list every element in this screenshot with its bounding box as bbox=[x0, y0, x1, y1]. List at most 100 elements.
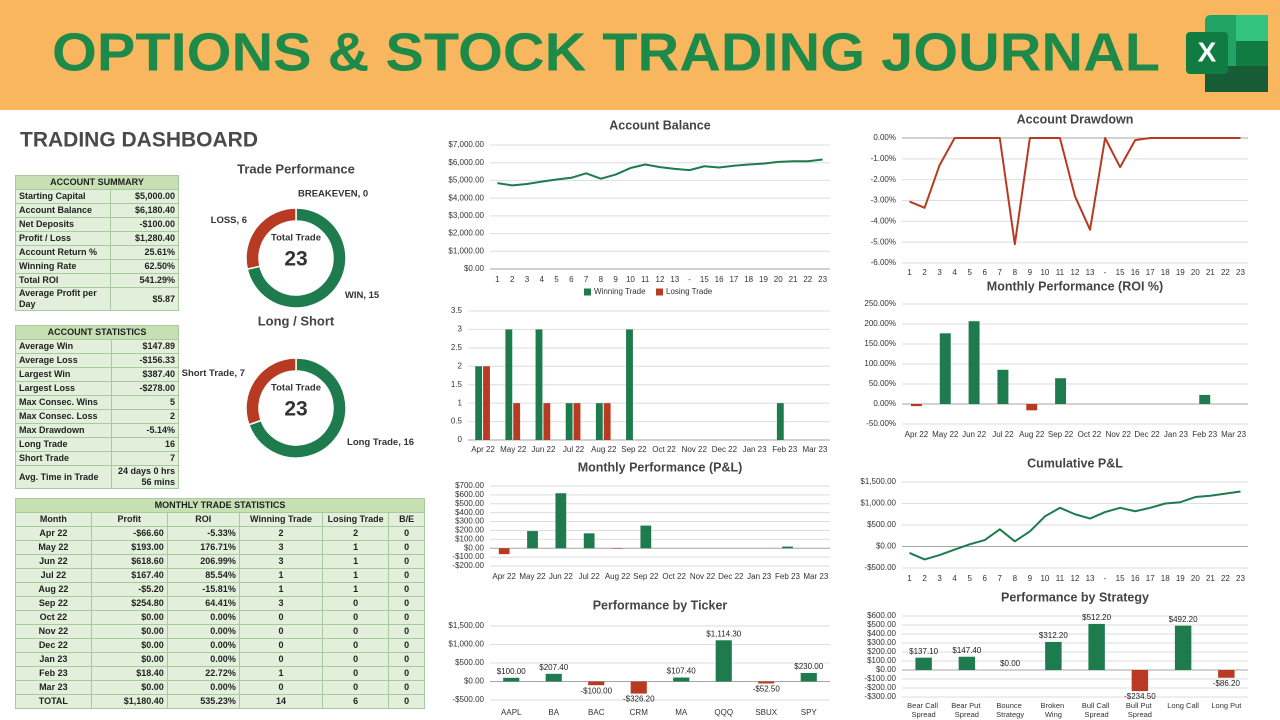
y-tick-label: -$500.00 bbox=[864, 563, 896, 572]
x-tick-label: Jul 22 bbox=[578, 572, 600, 581]
table-cell: 1 bbox=[238, 568, 324, 583]
x-tick-label: 23 bbox=[1236, 574, 1245, 583]
table-cell: 3 bbox=[238, 540, 324, 555]
table-cell: 1 bbox=[322, 540, 390, 555]
table-cell: 0 bbox=[238, 638, 324, 653]
line-series bbox=[497, 158, 823, 187]
chart-title: Performance by Ticker bbox=[593, 598, 728, 612]
value-label: $0.00 bbox=[1000, 659, 1021, 668]
table-cell: Sep 22 bbox=[15, 596, 92, 611]
x-tick-label: May 22 bbox=[932, 430, 959, 439]
x-tick-label: Jun 22 bbox=[531, 445, 556, 454]
table-cell: Account Return % bbox=[15, 245, 111, 260]
table-row: Dec 22 $0.00 0.00% 0 0 0 bbox=[15, 638, 425, 653]
table-cell: 0.00% bbox=[166, 624, 240, 639]
x-tick-label: Jan 23 bbox=[1164, 430, 1189, 439]
table-cell: 0 bbox=[388, 638, 425, 653]
stats-table: ACCOUNT SUMMARY Starting Capital $5,000.00… bbox=[15, 175, 180, 311]
table-cell: Net Deposits bbox=[15, 217, 111, 232]
excel-icon: X bbox=[1186, 15, 1268, 92]
table-cell: 3 bbox=[238, 596, 324, 611]
y-tick-label: $0.00 bbox=[876, 542, 897, 551]
slice-label: BREAKEVEN, 0 bbox=[298, 189, 368, 200]
y-tick-label: $700.00 bbox=[455, 481, 484, 490]
x-tick-label: 11 bbox=[1056, 574, 1065, 583]
table-cell: 1 bbox=[322, 582, 390, 597]
bar bbox=[673, 677, 690, 682]
x-tick-label: 13 bbox=[1086, 268, 1095, 277]
bar bbox=[715, 640, 732, 682]
stats-table: MONTHLY TRADE STATISTICS Month Profit ROI Wi… bbox=[15, 498, 425, 709]
y-tick-label: 3 bbox=[458, 325, 463, 334]
x-tick-label: Apr 22 bbox=[492, 572, 516, 581]
table-cell: 0 bbox=[388, 680, 425, 695]
table-row: Average Profit per Day $5.87 bbox=[15, 287, 180, 311]
value-label: $312.20 bbox=[1039, 631, 1068, 640]
value-label: $137.10 bbox=[909, 647, 938, 656]
table-cell: -5.14% bbox=[110, 423, 179, 438]
table-cell: $5,000.00 bbox=[109, 189, 180, 204]
table-header-row: Month Profit ROI Winning Trade Losing Trade B… bbox=[15, 512, 425, 527]
table-cell: -15.81% bbox=[166, 582, 240, 597]
x-tick-label: 22 bbox=[1221, 268, 1230, 277]
table-row: Account Return % 25.61% bbox=[15, 245, 180, 260]
table-row: Max Consec. Wins 5 bbox=[15, 395, 179, 410]
table-cell: 0.00% bbox=[166, 610, 240, 625]
table-cell: $18.40 bbox=[90, 666, 168, 681]
y-tick-label: $200.00 bbox=[867, 647, 896, 656]
column-header: B/E bbox=[388, 512, 425, 527]
y-tick-label: -$200.00 bbox=[864, 683, 896, 692]
y-tick-label: $300.00 bbox=[867, 638, 896, 647]
x-tick-label: 8 bbox=[1013, 574, 1018, 583]
table-cell: 3 bbox=[238, 554, 324, 569]
table-row: Winning Rate 62.50% bbox=[15, 259, 180, 274]
table-cell: 0 bbox=[238, 652, 324, 667]
bar bbox=[800, 672, 817, 682]
table-cell: 0 bbox=[322, 680, 390, 695]
table-row: Jul 22 $167.40 85.54% 1 1 0 bbox=[15, 568, 425, 583]
chart-title: Monthly Performance (P&L) bbox=[578, 460, 743, 474]
legend-label: Winning Trade bbox=[594, 287, 646, 296]
x-tick-label: 7 bbox=[584, 275, 589, 284]
table-cell: $1,180.40 bbox=[90, 694, 168, 709]
bar bbox=[483, 366, 490, 440]
x-tick-label: 16 bbox=[1131, 574, 1140, 583]
x-tick-label: Long Call bbox=[1167, 701, 1199, 710]
y-tick-label: 2.5 bbox=[451, 343, 463, 352]
x-tick-label: 21 bbox=[1206, 268, 1215, 277]
bar bbox=[527, 531, 538, 549]
table-cell: $5.87 bbox=[109, 287, 180, 311]
x-tick-label: 17 bbox=[1146, 574, 1155, 583]
x-tick-label: 1 bbox=[907, 268, 912, 277]
donut-slice bbox=[245, 207, 297, 271]
bar bbox=[1055, 378, 1067, 404]
bar bbox=[958, 656, 976, 670]
x-tick-label: 4 bbox=[540, 275, 545, 284]
x-tick-label: Bounce Strategy bbox=[996, 701, 1024, 719]
x-tick-label: 11 bbox=[641, 275, 650, 284]
table-row: Feb 23 $18.40 22.72% 1 0 0 bbox=[15, 666, 425, 681]
center-value: 23 bbox=[284, 248, 307, 271]
table-cell: Total ROI bbox=[15, 273, 111, 288]
y-tick-label: $500.00 bbox=[455, 499, 484, 508]
x-tick-label: Bull Put Spread bbox=[1126, 701, 1154, 719]
y-tick-label: 150.00% bbox=[864, 339, 896, 348]
x-tick-label: Oct 22 bbox=[652, 445, 676, 454]
table-cell: -5.33% bbox=[166, 526, 240, 541]
table-cell: Jan 23 bbox=[15, 652, 92, 667]
table-cell: 0 bbox=[388, 694, 425, 709]
table-title-row: ACCOUNT SUMMARY bbox=[15, 175, 179, 190]
table-cell: Avg. Time in Trade bbox=[15, 465, 112, 489]
table-cell: $0.00 bbox=[90, 680, 168, 695]
bar bbox=[626, 329, 633, 440]
bar bbox=[1045, 641, 1062, 670]
y-tick-label: -4.00% bbox=[871, 216, 896, 225]
y-tick-label: 0.00% bbox=[873, 133, 896, 142]
chart-title: Account Balance bbox=[609, 118, 710, 132]
table-cell: $0.00 bbox=[90, 652, 168, 667]
y-tick-label: -3.00% bbox=[871, 196, 896, 205]
x-tick-label: 9 bbox=[613, 275, 618, 284]
y-tick-label: $1,000.00 bbox=[448, 246, 484, 255]
y-tick-label: -2.00% bbox=[871, 175, 896, 184]
x-tick-label: 8 bbox=[599, 275, 604, 284]
